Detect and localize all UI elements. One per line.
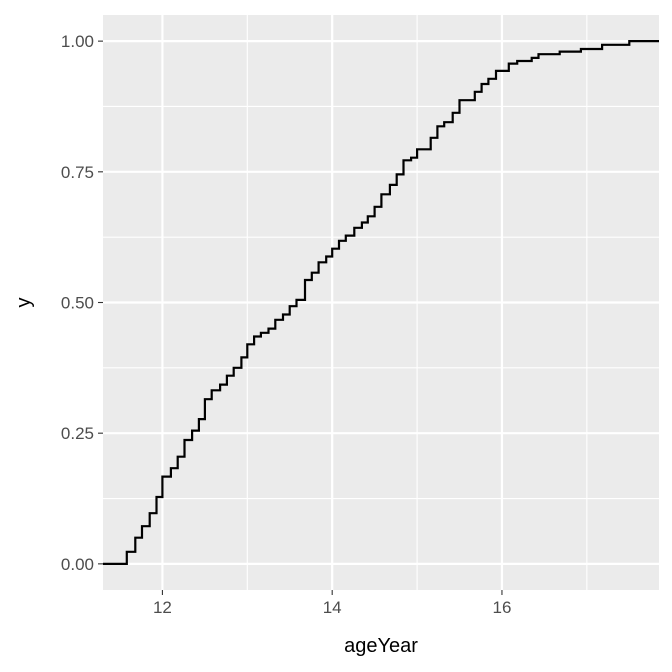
y-tick-label: 0.75 [61, 163, 94, 182]
y-tick-label: 0.00 [61, 555, 94, 574]
ecdf-step-line [103, 40, 659, 565]
x-axis: 12 14 16 [153, 590, 511, 617]
y-axis-title: y [13, 298, 35, 308]
x-axis-title: ageYear [344, 635, 418, 657]
x-tick-label: 16 [493, 598, 512, 617]
grid-major [103, 15, 659, 590]
x-tick-label: 12 [153, 598, 172, 617]
y-tick-label: 0.25 [61, 424, 94, 443]
x-tick-label: 14 [323, 598, 342, 617]
y-axis: 0.00 0.25 0.50 0.75 1.00 [61, 32, 103, 574]
y-tick-label: 1.00 [61, 32, 94, 51]
y-tick-label: 0.50 [61, 294, 94, 313]
